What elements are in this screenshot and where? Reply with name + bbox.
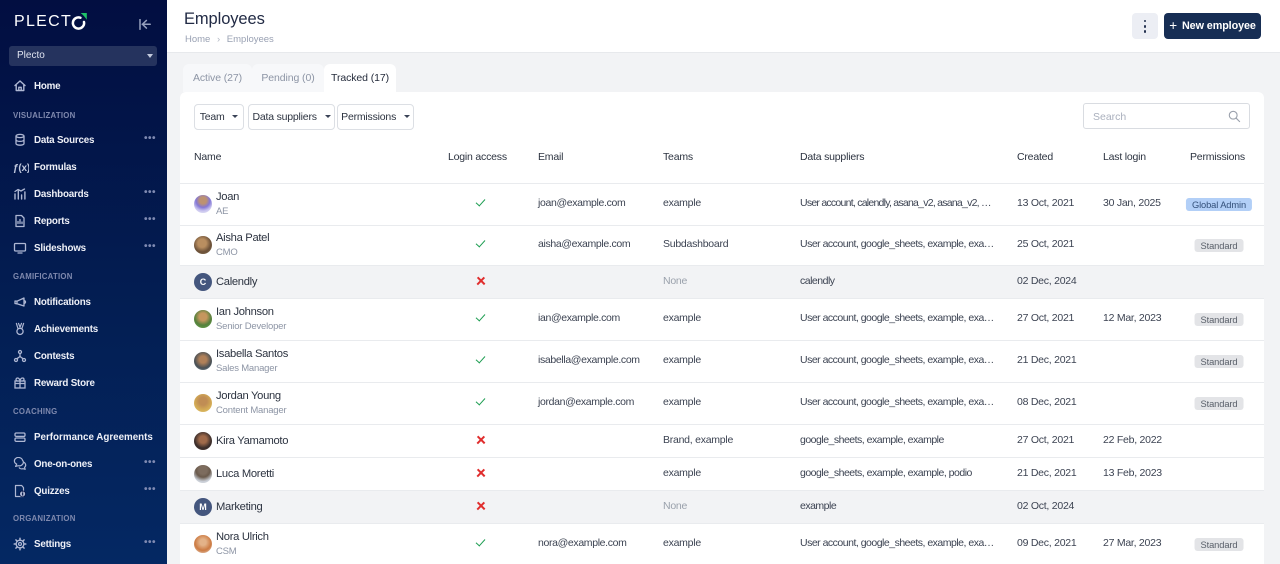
svg-text:ƒ(x): ƒ(x) bbox=[13, 163, 29, 174]
